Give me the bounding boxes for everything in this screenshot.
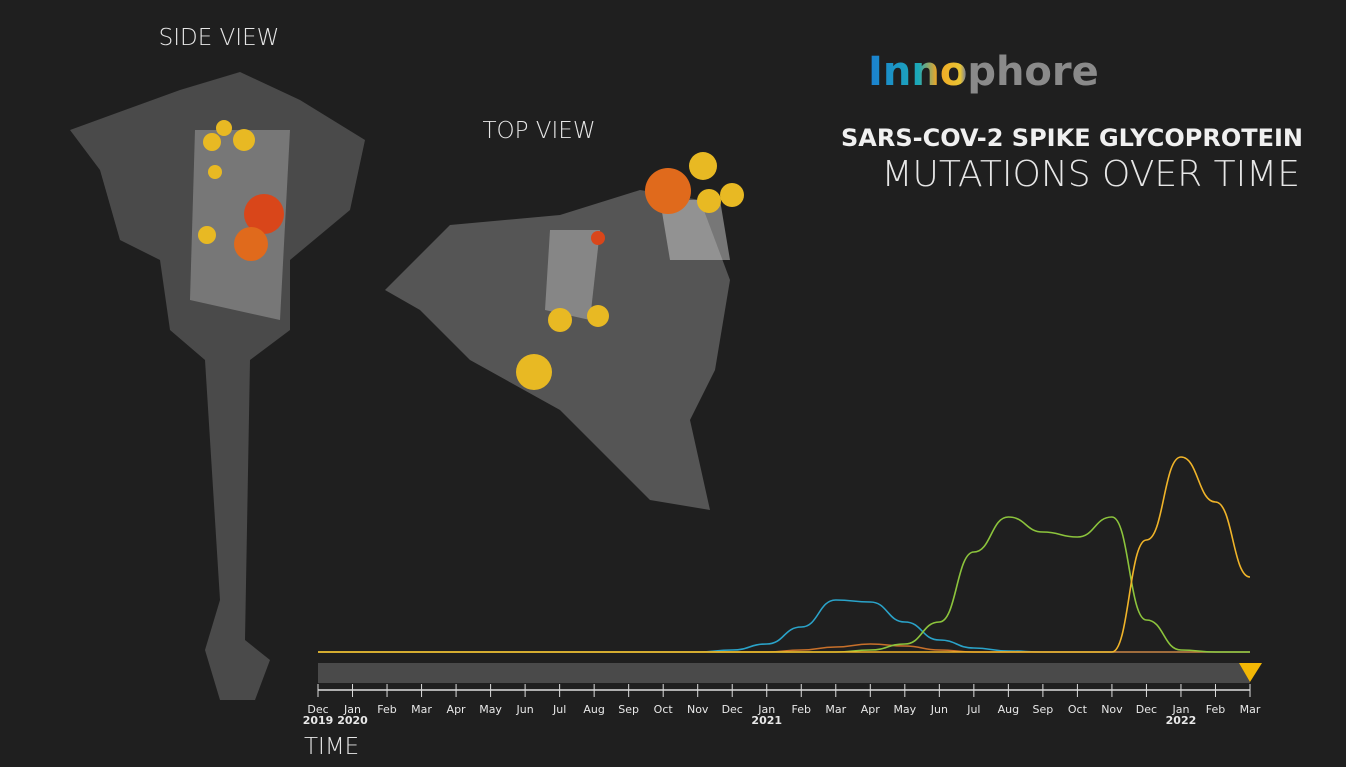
logo: Innophore (868, 49, 1099, 95)
x-tick-label: May (893, 703, 916, 716)
year-label: 2021 (751, 714, 782, 727)
x-tick-label: Dec (1136, 703, 1157, 716)
x-tick-label: Sep (1033, 703, 1054, 716)
time-marker (1239, 663, 1262, 682)
x-tick-label: Jan (757, 703, 775, 716)
x-tick-label: Jul (966, 703, 980, 716)
x-tick-label: Apr (447, 703, 467, 716)
x-tick-label: Feb (377, 703, 396, 716)
x-tick-label: Oct (1068, 703, 1088, 716)
top-view-protein (385, 152, 744, 510)
subtitle: MUTATIONS OVER TIME (881, 154, 1300, 195)
x-tick-label: Aug (998, 703, 1019, 716)
x-tick-label: Nov (1101, 703, 1123, 716)
title: SARS-COV-2 SPIKE GLYCOPROTEIN (841, 124, 1303, 152)
x-tick-label: Aug (583, 703, 604, 716)
x-tick-label: Feb (1206, 703, 1225, 716)
x-tick-label: Mar (1240, 703, 1261, 716)
x-tick-label: Mar (825, 703, 846, 716)
top-view-label: TOP VIEW (482, 118, 595, 144)
x-tick-label: Jul (552, 703, 566, 716)
side-view-protein (70, 72, 365, 700)
x-tick-label: Jan (343, 703, 361, 716)
x-tick-label: Oct (654, 703, 674, 716)
year-label: 2020 (337, 714, 368, 727)
timeline-track (318, 663, 1250, 683)
year-label: 2019 (303, 714, 334, 727)
x-tick-label: Sep (618, 703, 639, 716)
side-view-label: SIDE VIEW (159, 25, 280, 51)
year-label: 2022 (1166, 714, 1197, 727)
x-tick-label: Jan (1171, 703, 1189, 716)
series-line (318, 456, 1251, 653)
x-tick-label: Jun (516, 703, 534, 716)
x-tick-label: Nov (687, 703, 709, 716)
x-tick-label: Dec (722, 703, 743, 716)
x-tick-label: Jun (930, 703, 948, 716)
x-tick-label: Feb (792, 703, 811, 716)
x-tick-label: Apr (861, 703, 881, 716)
x-tick-label: May (479, 703, 502, 716)
x-tick-label: Dec (307, 703, 328, 716)
x-axis-title: TIME (304, 734, 359, 760)
x-tick-label: Mar (411, 703, 432, 716)
